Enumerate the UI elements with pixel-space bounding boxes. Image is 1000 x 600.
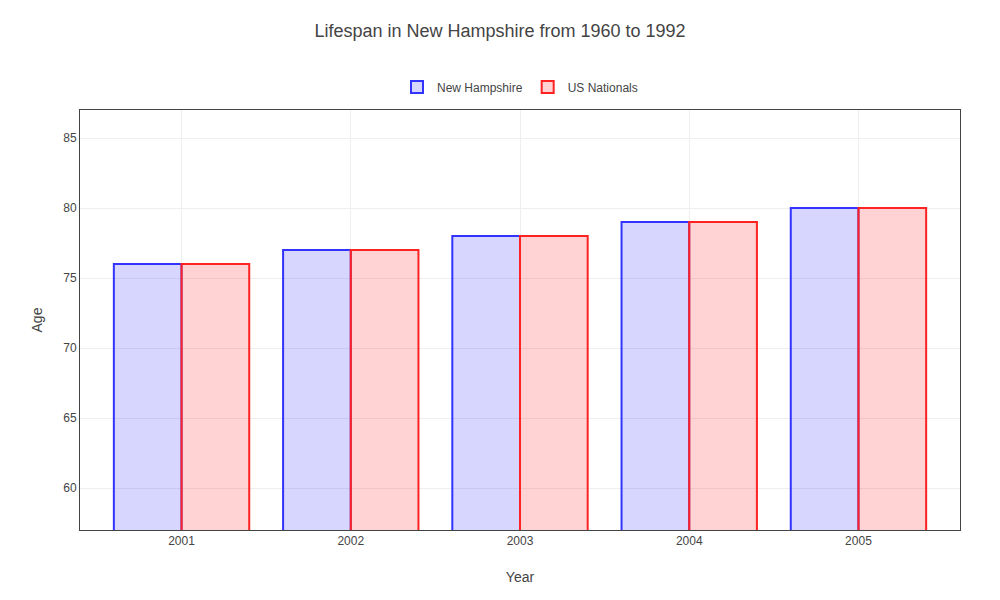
svg-text:80: 80 <box>63 201 77 215</box>
svg-text:2004: 2004 <box>676 534 703 548</box>
svg-text:65: 65 <box>63 411 77 425</box>
svg-text:85: 85 <box>63 131 77 145</box>
svg-text:Age: Age <box>29 307 45 332</box>
svg-text:New Hampshire: New Hampshire <box>437 81 523 95</box>
svg-text:Lifespan in New Hampshire from: Lifespan in New Hampshire from 1960 to 1… <box>314 21 685 41</box>
svg-text:2002: 2002 <box>337 534 364 548</box>
svg-text:Year: Year <box>506 569 535 585</box>
svg-text:US Nationals: US Nationals <box>568 81 638 95</box>
svg-text:75: 75 <box>63 271 77 285</box>
svg-text:2001: 2001 <box>168 534 195 548</box>
svg-text:2005: 2005 <box>845 534 872 548</box>
svg-text:70: 70 <box>63 341 77 355</box>
svg-text:60: 60 <box>63 481 77 495</box>
svg-text:2003: 2003 <box>507 534 534 548</box>
